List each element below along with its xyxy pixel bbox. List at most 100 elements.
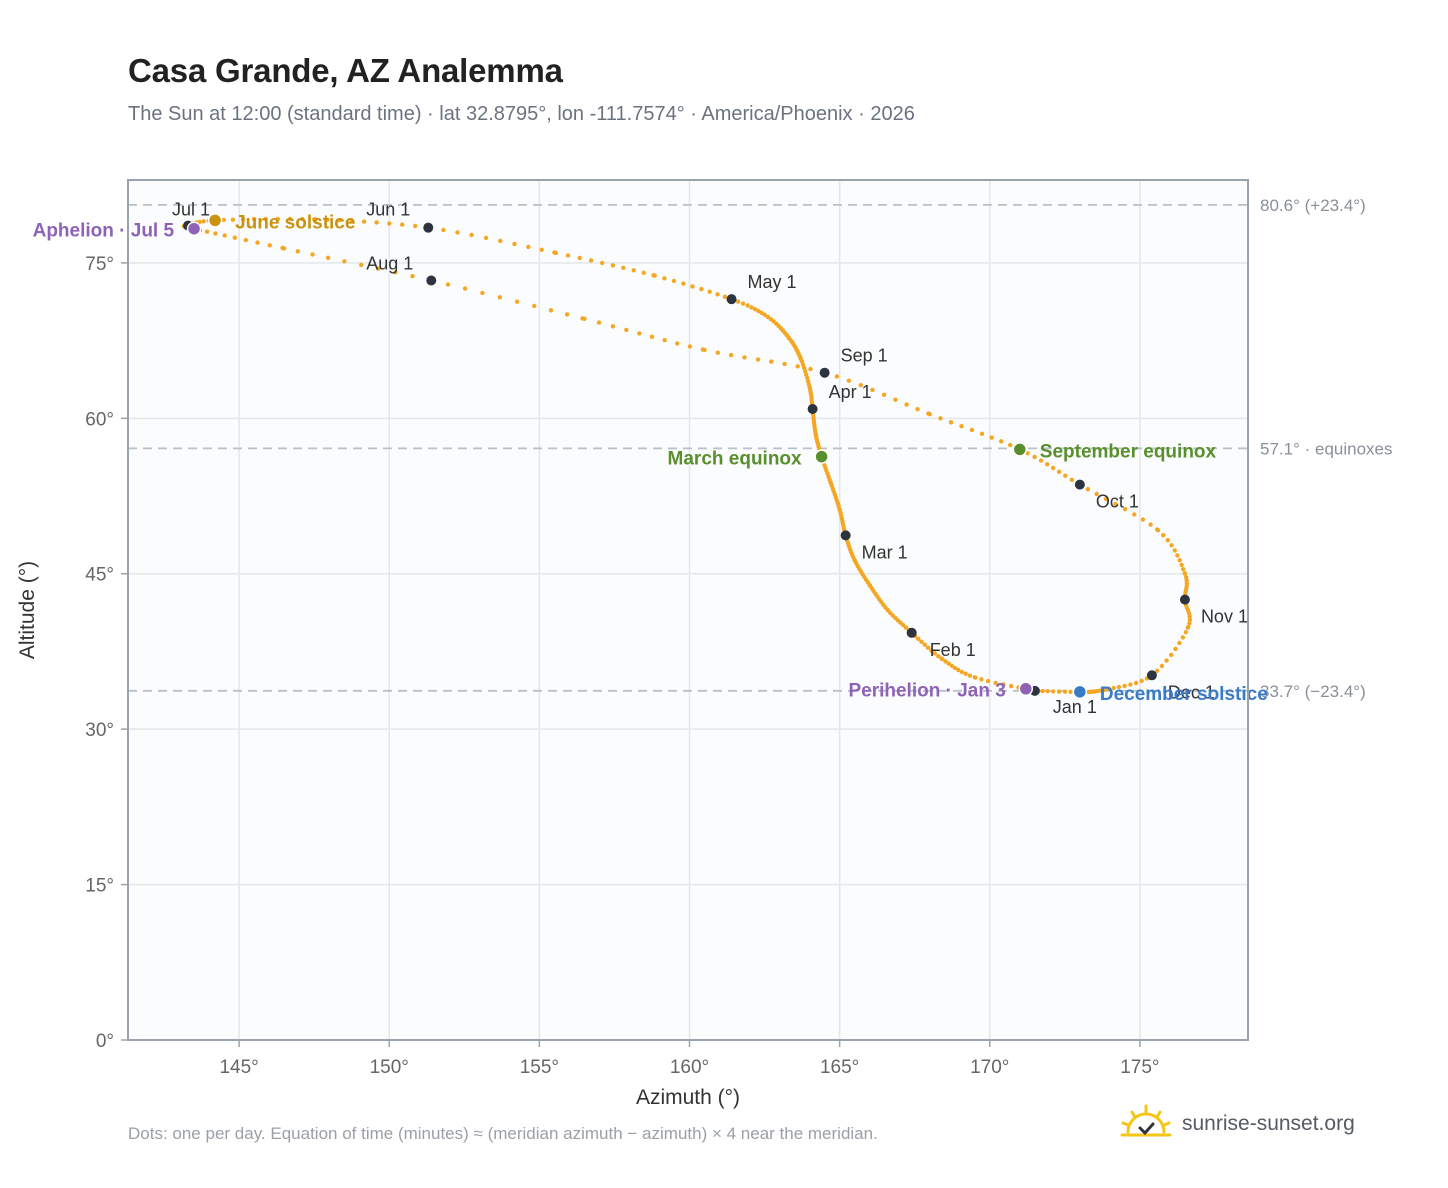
event-markers: March equinox September equinox June solst… [33, 212, 1268, 704]
month-label: Mar 1 [862, 542, 908, 562]
daily-dot [740, 301, 746, 306]
daily-dot [512, 241, 517, 247]
daily-dot [649, 334, 655, 339]
daily-dot [939, 656, 944, 661]
daily-dot [349, 218, 354, 224]
x-axis-label: Azimuth (°) [636, 1086, 740, 1109]
event-label: September equinox [1040, 441, 1217, 462]
daily-dot [637, 331, 642, 336]
daily-dot [281, 246, 287, 251]
daily-dot [213, 231, 218, 236]
daily-dot [469, 232, 474, 238]
daily-dot [480, 290, 485, 296]
daily-dot [699, 286, 704, 292]
daily-dot [938, 416, 943, 421]
reference-line-label: 57.1° · equinoxes [1260, 439, 1393, 458]
daily-dot [651, 273, 656, 278]
daily-dot [376, 266, 381, 271]
daily-dot [805, 375, 810, 381]
daily-dot [624, 327, 629, 333]
daily-dot [1038, 458, 1044, 463]
daily-dot [804, 372, 809, 377]
daily-dot [969, 427, 975, 433]
month-label: Jul 1 [172, 200, 210, 220]
daily-dot [782, 361, 787, 367]
daily-dot [1182, 571, 1188, 576]
daily-dot [441, 227, 446, 233]
daily-dot [1085, 487, 1091, 492]
daily-dot [742, 355, 747, 360]
daily-dot [267, 243, 272, 248]
daily-dot [1181, 567, 1186, 572]
daily-dot [564, 312, 570, 317]
daily-dot [925, 645, 931, 650]
daily-dot [1063, 473, 1068, 478]
y-tick-label: 75° [85, 254, 114, 275]
daily-dot [1106, 686, 1111, 691]
daily-dot [915, 407, 920, 412]
daily-dot [949, 663, 954, 668]
daily-dot [881, 392, 887, 397]
daily-dot [979, 431, 985, 436]
chart-title: Casa Grande, AZ Analemma [128, 52, 563, 89]
daily-dot [1169, 543, 1174, 548]
brand-name: sunrise-sunset.org [1182, 1112, 1355, 1135]
month-label: May 1 [748, 272, 797, 292]
daily-dot [755, 357, 761, 362]
daily-dot [952, 665, 958, 671]
daily-dot [1179, 562, 1184, 568]
daily-dot [300, 216, 305, 222]
daily-dot [1180, 635, 1186, 640]
daily-dot [932, 651, 937, 656]
daily-dot [681, 281, 686, 286]
month-dot [1146, 670, 1157, 681]
daily-dot [400, 222, 405, 227]
daily-dot [1101, 687, 1107, 692]
daily-dot [631, 268, 636, 273]
daily-dot [251, 216, 257, 222]
axes: 145° 150° 155° 160° 165° 170° 175° 0° 15° 30° 45° 6… [85, 254, 1159, 1078]
daily-dot [715, 292, 720, 297]
daily-dot [1116, 684, 1122, 690]
daily-dot [610, 263, 616, 268]
daily-dot [552, 250, 557, 255]
daily-dot [1032, 454, 1037, 460]
daily-dot [985, 678, 991, 684]
daily-dot [387, 221, 392, 226]
daily-dot [1051, 465, 1056, 471]
daily-dot [498, 238, 503, 244]
daily-dot [610, 324, 616, 329]
daily-dot [232, 235, 237, 240]
month-dot [1179, 594, 1190, 605]
daily-dot [795, 364, 800, 369]
daily-dot [1008, 442, 1013, 448]
daily-dot [1045, 462, 1050, 467]
month-dot [807, 403, 818, 414]
daily-dot [325, 255, 331, 260]
daily-dot [903, 625, 909, 630]
daily-dot [946, 661, 951, 666]
daily-dot [1040, 688, 1045, 694]
daily-dot [1113, 501, 1118, 507]
daily-dot [548, 308, 554, 313]
daily-dot [1177, 558, 1182, 563]
daily-dot [929, 648, 934, 653]
month-dot [840, 530, 851, 541]
daily-dot [769, 359, 774, 364]
y-tick-label: 60° [85, 409, 114, 430]
daily-dot [870, 387, 875, 393]
x-tick-label: 160° [670, 1057, 709, 1078]
reference-line-label: 33.7° (−23.4°) [1260, 682, 1366, 701]
daily-dot [728, 352, 734, 358]
brand-logo[interactable]: sunrise-sunset.org [1120, 1102, 1355, 1146]
chart-subtitle: The Sun at 12:00 (standard time) · lat 3… [128, 103, 915, 125]
daily-dot [1148, 522, 1153, 527]
daily-dot [904, 402, 909, 407]
daily-dot [936, 654, 941, 659]
daily-dot [1068, 689, 1073, 694]
daily-dot [410, 274, 415, 279]
daily-dot [1111, 685, 1116, 691]
month-label: Oct 1 [1096, 492, 1139, 512]
daily-dot [1094, 491, 1099, 497]
daily-dot [959, 669, 964, 675]
